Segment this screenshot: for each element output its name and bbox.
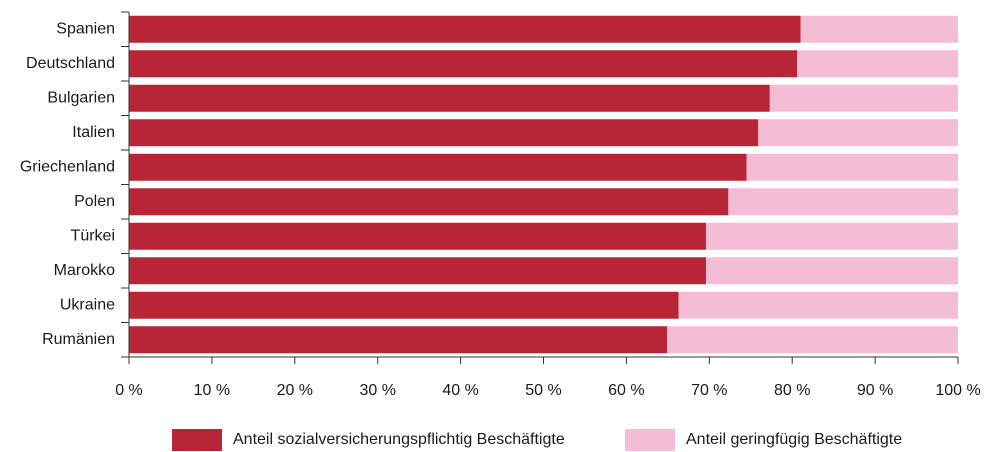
x-tick-label: 0 % — [115, 382, 143, 399]
x-tick-label: 20 % — [277, 382, 313, 399]
x-tick-label: 10 % — [194, 382, 230, 399]
legend-label: Anteil sozialversicherungspflichtig Besc… — [233, 431, 565, 448]
bar-segment — [129, 257, 706, 285]
y-tick-label: Polen — [74, 193, 115, 210]
bar-segment — [129, 15, 801, 43]
x-tick-label: 30 % — [359, 382, 395, 399]
y-tick-label: Italien — [72, 124, 115, 141]
bar-segment — [129, 84, 770, 112]
y-tick-label: Deutschland — [26, 55, 115, 72]
y-tick-label: Bulgarien — [47, 89, 115, 106]
bar-segment — [746, 153, 958, 181]
bar-segment — [800, 15, 958, 43]
legend-swatch — [172, 429, 222, 451]
bar-segment — [705, 257, 958, 285]
x-tick-label: 90 % — [857, 382, 893, 399]
bar-segment — [678, 291, 958, 319]
bar-segment — [129, 119, 759, 147]
y-tick-label: Ukraine — [60, 296, 115, 313]
bar-segment — [129, 153, 747, 181]
x-tick-label: 50 % — [525, 382, 561, 399]
y-tick-label: Griechenland — [20, 158, 115, 175]
y-tick-label: Türkei — [71, 227, 115, 244]
bar-segment — [129, 50, 798, 78]
y-tick-label: Rumänien — [42, 331, 115, 348]
bar-segment — [129, 188, 729, 216]
x-tick-label: 80 % — [774, 382, 810, 399]
bar-segment — [129, 291, 679, 319]
x-tick-label: 100 % — [935, 382, 980, 399]
x-tick-label: 60 % — [608, 382, 644, 399]
x-tick-label: 40 % — [442, 382, 478, 399]
bar-segment — [129, 222, 706, 250]
y-tick-label: Marokko — [54, 262, 115, 279]
bar-segment — [769, 84, 958, 112]
bar-segment — [705, 222, 958, 250]
bar-segment — [797, 50, 958, 78]
bar-segment — [667, 326, 958, 354]
bar-segment — [728, 188, 958, 216]
bar-segment — [129, 326, 668, 354]
bar-segment — [758, 119, 958, 147]
x-tick-label: 70 % — [691, 382, 727, 399]
y-tick-label: Spanien — [56, 20, 115, 37]
legend-label: Anteil geringfügig Beschäftigte — [686, 431, 902, 448]
legend-swatch — [625, 429, 675, 451]
